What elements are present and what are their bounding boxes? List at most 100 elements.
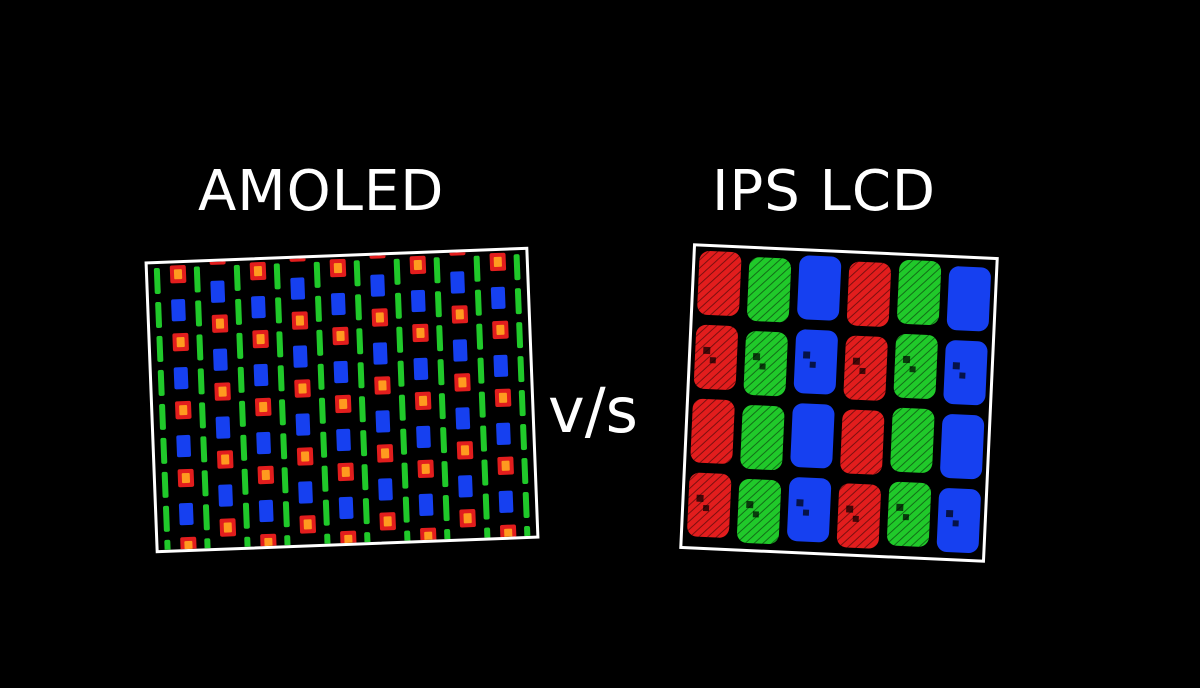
green-subpixel <box>315 296 322 322</box>
red-subpixel-core <box>458 377 466 387</box>
blue-subpixel <box>218 484 233 507</box>
green-subpixel <box>243 503 250 529</box>
green-subpixel <box>244 537 251 551</box>
green-subpixel <box>401 463 408 489</box>
green-subpixel <box>239 401 246 427</box>
green-subpixel <box>318 364 325 390</box>
red-subpixel-core <box>301 451 309 461</box>
green-subpixel <box>483 493 490 519</box>
green-subpixel <box>203 504 210 530</box>
blue-subpixel <box>491 287 506 310</box>
green-subpixel <box>396 327 403 353</box>
ips-lcd-title: IPS LCD <box>712 164 936 220</box>
green-subpixel <box>235 299 242 325</box>
red-subpixel-core <box>499 393 507 403</box>
red-subpixel-core <box>184 541 192 550</box>
green-subpixel <box>360 430 367 456</box>
red-subpixel-core <box>179 405 187 415</box>
green-subpixel <box>352 250 359 253</box>
green-subpixel <box>395 293 402 319</box>
green-subpixel <box>394 259 401 285</box>
green-subpixel <box>517 356 524 382</box>
red-subpixel-core <box>342 467 350 477</box>
transistor-mark <box>896 504 903 511</box>
transistor-mark <box>810 362 816 368</box>
green-subpixel <box>364 532 371 550</box>
green-subpixel <box>475 290 482 316</box>
green-subpixel-hatch <box>893 334 938 400</box>
red-subpixel-hatch <box>694 324 739 390</box>
red-subpixel-hatch <box>690 398 735 464</box>
red-subpixel-core <box>414 260 422 270</box>
green-subpixel <box>274 263 281 289</box>
green-subpixel <box>154 268 161 294</box>
blue-subpixel <box>254 364 269 387</box>
red-subpixel-core <box>373 250 381 255</box>
blue-subpixel <box>334 361 349 384</box>
red-subpixel-core <box>213 251 221 261</box>
blue-subpixel <box>416 426 431 449</box>
green-subpixel <box>434 257 441 283</box>
green-subpixel <box>439 393 446 419</box>
green-subpixel <box>275 297 282 323</box>
green-subpixel <box>319 398 326 424</box>
red-subpixel-core <box>422 464 430 474</box>
blue-subpixel <box>373 342 388 365</box>
blue-subpixel <box>336 429 351 452</box>
blue-subpixel <box>210 280 225 303</box>
green-subpixel <box>192 250 199 259</box>
green-subpixel <box>202 470 209 496</box>
green-subpixel <box>356 328 363 354</box>
green-subpixel <box>159 404 166 430</box>
green-subpixel <box>272 250 279 256</box>
green-subpixel <box>316 330 323 356</box>
green-subpixel-hatch <box>737 479 782 545</box>
red-subpixel-core <box>334 263 342 273</box>
red-subpixel-core <box>264 538 272 548</box>
green-subpixel <box>514 254 521 280</box>
green-subpixel-hatch <box>890 407 935 473</box>
green-subpixel <box>240 435 247 461</box>
green-subpixel <box>515 288 522 314</box>
green-subpixel <box>234 265 241 291</box>
green-subpixel <box>519 390 526 416</box>
blue-subpixel <box>339 497 354 520</box>
red-subpixel-core <box>224 522 232 532</box>
amoled-subpixel-grid <box>148 250 537 550</box>
red-subpixel-core <box>298 383 306 393</box>
green-subpixel <box>314 262 321 288</box>
green-subpixel-hatch <box>743 331 788 397</box>
blue-subpixel <box>248 250 263 251</box>
blue-subpixel <box>790 403 835 469</box>
green-subpixel <box>278 365 285 391</box>
red-subpixel <box>209 250 226 265</box>
transistor-mark <box>853 516 859 522</box>
red-subpixel-core <box>336 331 344 341</box>
green-subpixel-hatch <box>740 405 785 471</box>
red-subpixel-core <box>416 328 424 338</box>
green-subpixel <box>276 331 283 357</box>
red-subpixel-core <box>262 470 270 480</box>
green-subpixel <box>196 334 203 360</box>
blue-subpixel <box>936 488 981 554</box>
green-subpixel <box>477 358 484 384</box>
red-subpixel-core <box>296 315 304 325</box>
blue-subpixel <box>293 345 308 368</box>
blue-subpixel <box>461 543 476 550</box>
red-subpixel-core <box>461 445 469 455</box>
green-subpixel <box>279 399 286 425</box>
green-subpixel <box>435 291 442 317</box>
green-subpixel <box>359 396 366 422</box>
green-subpixel <box>398 361 405 387</box>
red-subpixel-core <box>384 516 392 526</box>
red-subpixel-core <box>216 318 224 328</box>
blue-subpixel <box>458 475 473 498</box>
green-subpixel <box>361 464 368 490</box>
blue-subpixel <box>179 503 194 526</box>
green-subpixel <box>200 436 207 462</box>
green-subpixel <box>474 256 481 282</box>
green-subpixel <box>152 250 159 260</box>
green-subpixel <box>520 424 527 450</box>
transistor-mark <box>803 351 810 358</box>
green-subpixel <box>392 250 399 251</box>
